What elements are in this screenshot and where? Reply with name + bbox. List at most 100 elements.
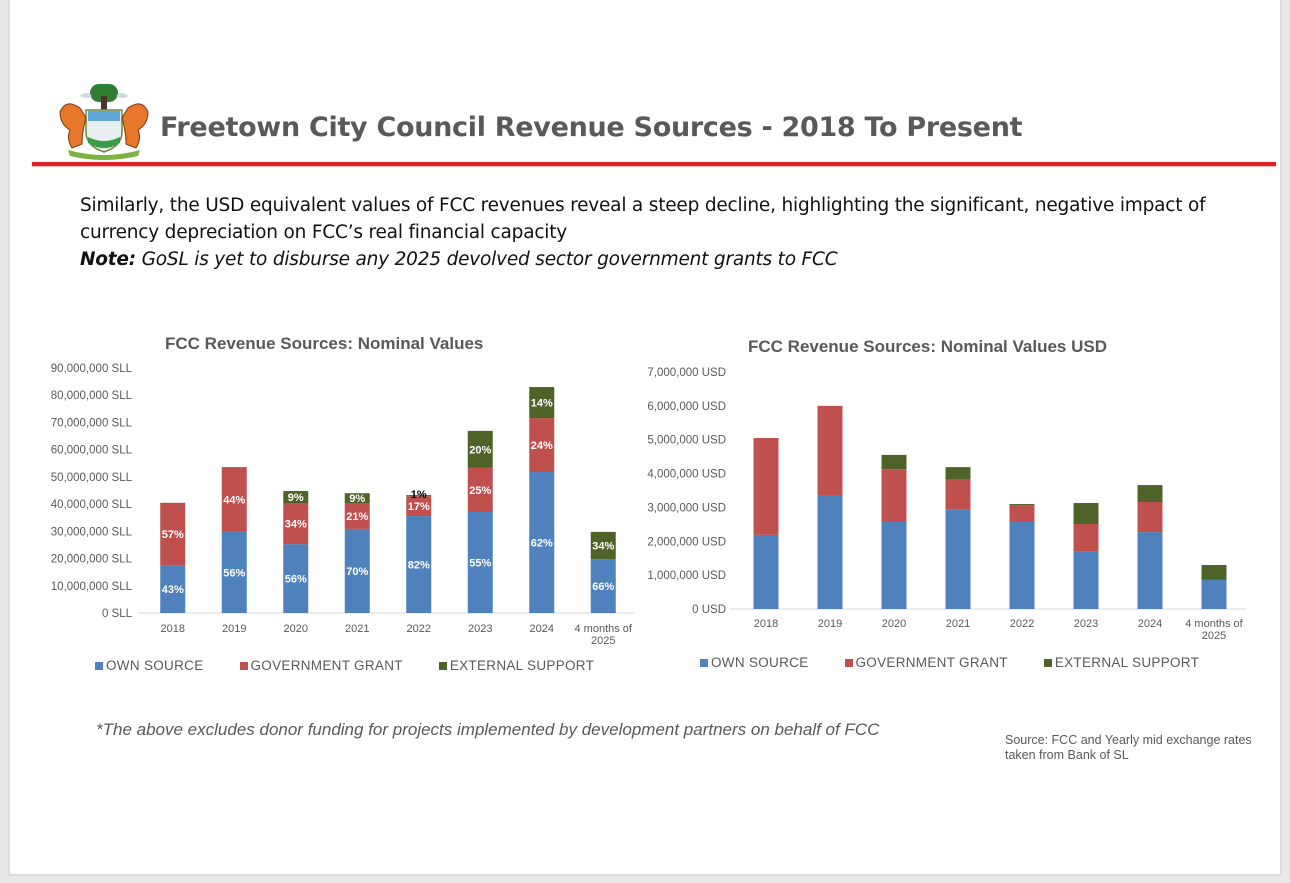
x-tick-label: 2025 — [591, 635, 615, 647]
bar-segment-external-support — [529, 387, 555, 419]
legend-item-external-support: EXTERNAL SUPPORT — [438, 658, 594, 673]
bar-segment-external-support — [344, 493, 370, 504]
y-tick-label: 90,000,000 SLL — [51, 363, 133, 375]
bar-segment-government-grant — [160, 502, 186, 566]
data-label: 56% — [285, 574, 307, 586]
data-label: 82% — [408, 560, 430, 572]
y-tick-label: 40,000,000 SLL — [51, 499, 133, 511]
chart-title-sll: FCC Revenue Sources: Nominal Values — [165, 334, 484, 353]
y-tick-label: 7,000,000 USD — [647, 367, 726, 379]
bar-segment-external-support — [1201, 564, 1227, 580]
logo-tree-icon — [90, 84, 118, 102]
legend-swatch-icon — [700, 658, 708, 667]
coat-of-arms-logo — [59, 84, 149, 160]
bar-segment-government-grant — [406, 496, 432, 517]
slide: Freetown City Council Revenue Sources - … — [8, 0, 1282, 876]
x-tick-label: 2020 — [284, 623, 308, 635]
legend-sll: OWN SOURCE GOVERNMENT GRANT EXTERNAL SUP… — [95, 658, 594, 673]
data-label: 20% — [469, 444, 491, 456]
source-note: Source: FCC and Yearly mid exchange rate… — [1005, 733, 1252, 762]
data-label: 55% — [469, 558, 491, 570]
data-label: 24% — [531, 440, 553, 452]
data-label: 14% — [531, 398, 553, 410]
data-label: 62% — [531, 537, 553, 549]
data-label: 17% — [408, 501, 430, 513]
x-tick-label: 2019 — [222, 623, 246, 635]
title-divider — [32, 162, 1276, 166]
x-tick-label: 2024 — [1138, 618, 1162, 630]
y-tick-label: 80,000,000 SLL — [51, 390, 133, 402]
chart-nominal-usd: 0 USD 1,000,000 USD 2,000,000 USD 3,000,000… — [647, 367, 1246, 642]
legend-item-government-grant: GOVERNMENT GRANT — [239, 658, 403, 673]
bar-segment-government-grant — [467, 467, 493, 513]
y-tick-label: 0 SLL — [102, 608, 133, 620]
data-label: 34% — [285, 519, 307, 531]
legend-usd: OWN SOURCE GOVERNMENT GRANT EXTERNAL SUP… — [700, 655, 1199, 670]
bar-segment-external-support — [1073, 503, 1099, 525]
data-label: 70% — [346, 566, 368, 578]
bar-segment-external-support — [1137, 485, 1163, 503]
legend-item-own-source: OWN SOURCE — [95, 658, 204, 673]
bar-segment-external-support — [283, 491, 309, 504]
footnote: *The above excludes donor funding for pr… — [96, 720, 880, 739]
bar-segment-own-source — [160, 565, 186, 613]
logo-lion-right-icon — [121, 103, 149, 149]
data-label: 66% — [592, 581, 614, 593]
y-tick-label: 4,000,000 USD — [647, 469, 726, 481]
chart-title-usd: FCC Revenue Sources: Nominal Values USD — [748, 337, 1107, 356]
data-label: 21% — [346, 511, 368, 523]
bar-segment-own-source — [1137, 532, 1163, 609]
bar-segment-own-source — [283, 544, 309, 613]
data-label: 9% — [288, 492, 304, 504]
y-tick-label: 2,000,000 USD — [647, 536, 726, 548]
y-tick-label: 0 USD — [692, 604, 726, 616]
bar-segment-own-source — [406, 516, 432, 613]
bar-segment-government-grant — [753, 438, 779, 535]
bar-segment-own-source — [817, 495, 843, 609]
bar-segment-external-support — [406, 495, 432, 497]
bar-segment-government-grant — [529, 418, 555, 472]
note-text: GoSL is yet to disburse any 2025 devolve… — [135, 249, 838, 270]
data-label: 43% — [162, 584, 184, 596]
x-tick-label: 4 months of — [575, 623, 633, 635]
bar-segment-external-support — [945, 467, 971, 479]
bar-segment-government-grant — [344, 503, 370, 529]
bar-segment-government-grant — [817, 405, 843, 496]
legend-swatch-icon — [239, 661, 248, 670]
legend-item-government-grant: GOVERNMENT GRANT — [844, 655, 1008, 670]
bar-segment-government-grant — [283, 503, 309, 545]
data-label: 25% — [469, 485, 491, 497]
y-tick-label: 30,000,000 SLL — [51, 526, 133, 538]
y-tick-label: 70,000,000 SLL — [51, 417, 133, 429]
bar-segment-government-grant — [945, 478, 971, 510]
y-tick-label: 6,000,000 USD — [647, 401, 726, 413]
legend-item-external-support: EXTERNAL SUPPORT — [1043, 655, 1199, 670]
y-tick-label: 50,000,000 SLL — [51, 472, 133, 484]
bar-segment-government-grant — [1073, 524, 1099, 552]
data-label: 44% — [223, 494, 245, 506]
x-tick-label: 2024 — [530, 623, 554, 635]
x-tick-label: 2023 — [468, 623, 492, 635]
bar-segment-government-grant — [221, 467, 247, 532]
bar-segment-own-source — [945, 509, 971, 609]
bar-segment-own-source — [881, 521, 907, 609]
x-tick-label: 2018 — [161, 623, 185, 635]
bar-segment-external-support — [590, 531, 616, 560]
bar-segment-own-source — [1201, 579, 1227, 609]
x-tick-label: 2022 — [1010, 618, 1034, 630]
y-tick-label: 5,000,000 USD — [647, 435, 726, 447]
x-tick-label: 2023 — [1074, 618, 1098, 630]
legend-swatch-icon — [1043, 658, 1052, 667]
bar-segment-external-support — [467, 430, 493, 468]
bar-segment-external-support — [1009, 504, 1035, 506]
x-tick-label: 2021 — [345, 623, 369, 635]
intro-paragraph: Similarly, the USD equivalent values of … — [80, 195, 1206, 243]
legend-swatch-icon — [844, 658, 853, 667]
chart-nominal-sll: 0 SLL 10,000,000 SLL 20,000,000 SLL 30,000,… — [51, 363, 634, 647]
y-tick-label: 3,000,000 USD — [647, 502, 726, 514]
x-tick-label: 4 months of — [1185, 618, 1243, 630]
legend-swatch-icon — [438, 661, 447, 670]
bar-segment-own-source — [467, 512, 493, 613]
bar-segment-government-grant — [1009, 505, 1035, 522]
bar-segment-own-source — [1009, 521, 1035, 609]
